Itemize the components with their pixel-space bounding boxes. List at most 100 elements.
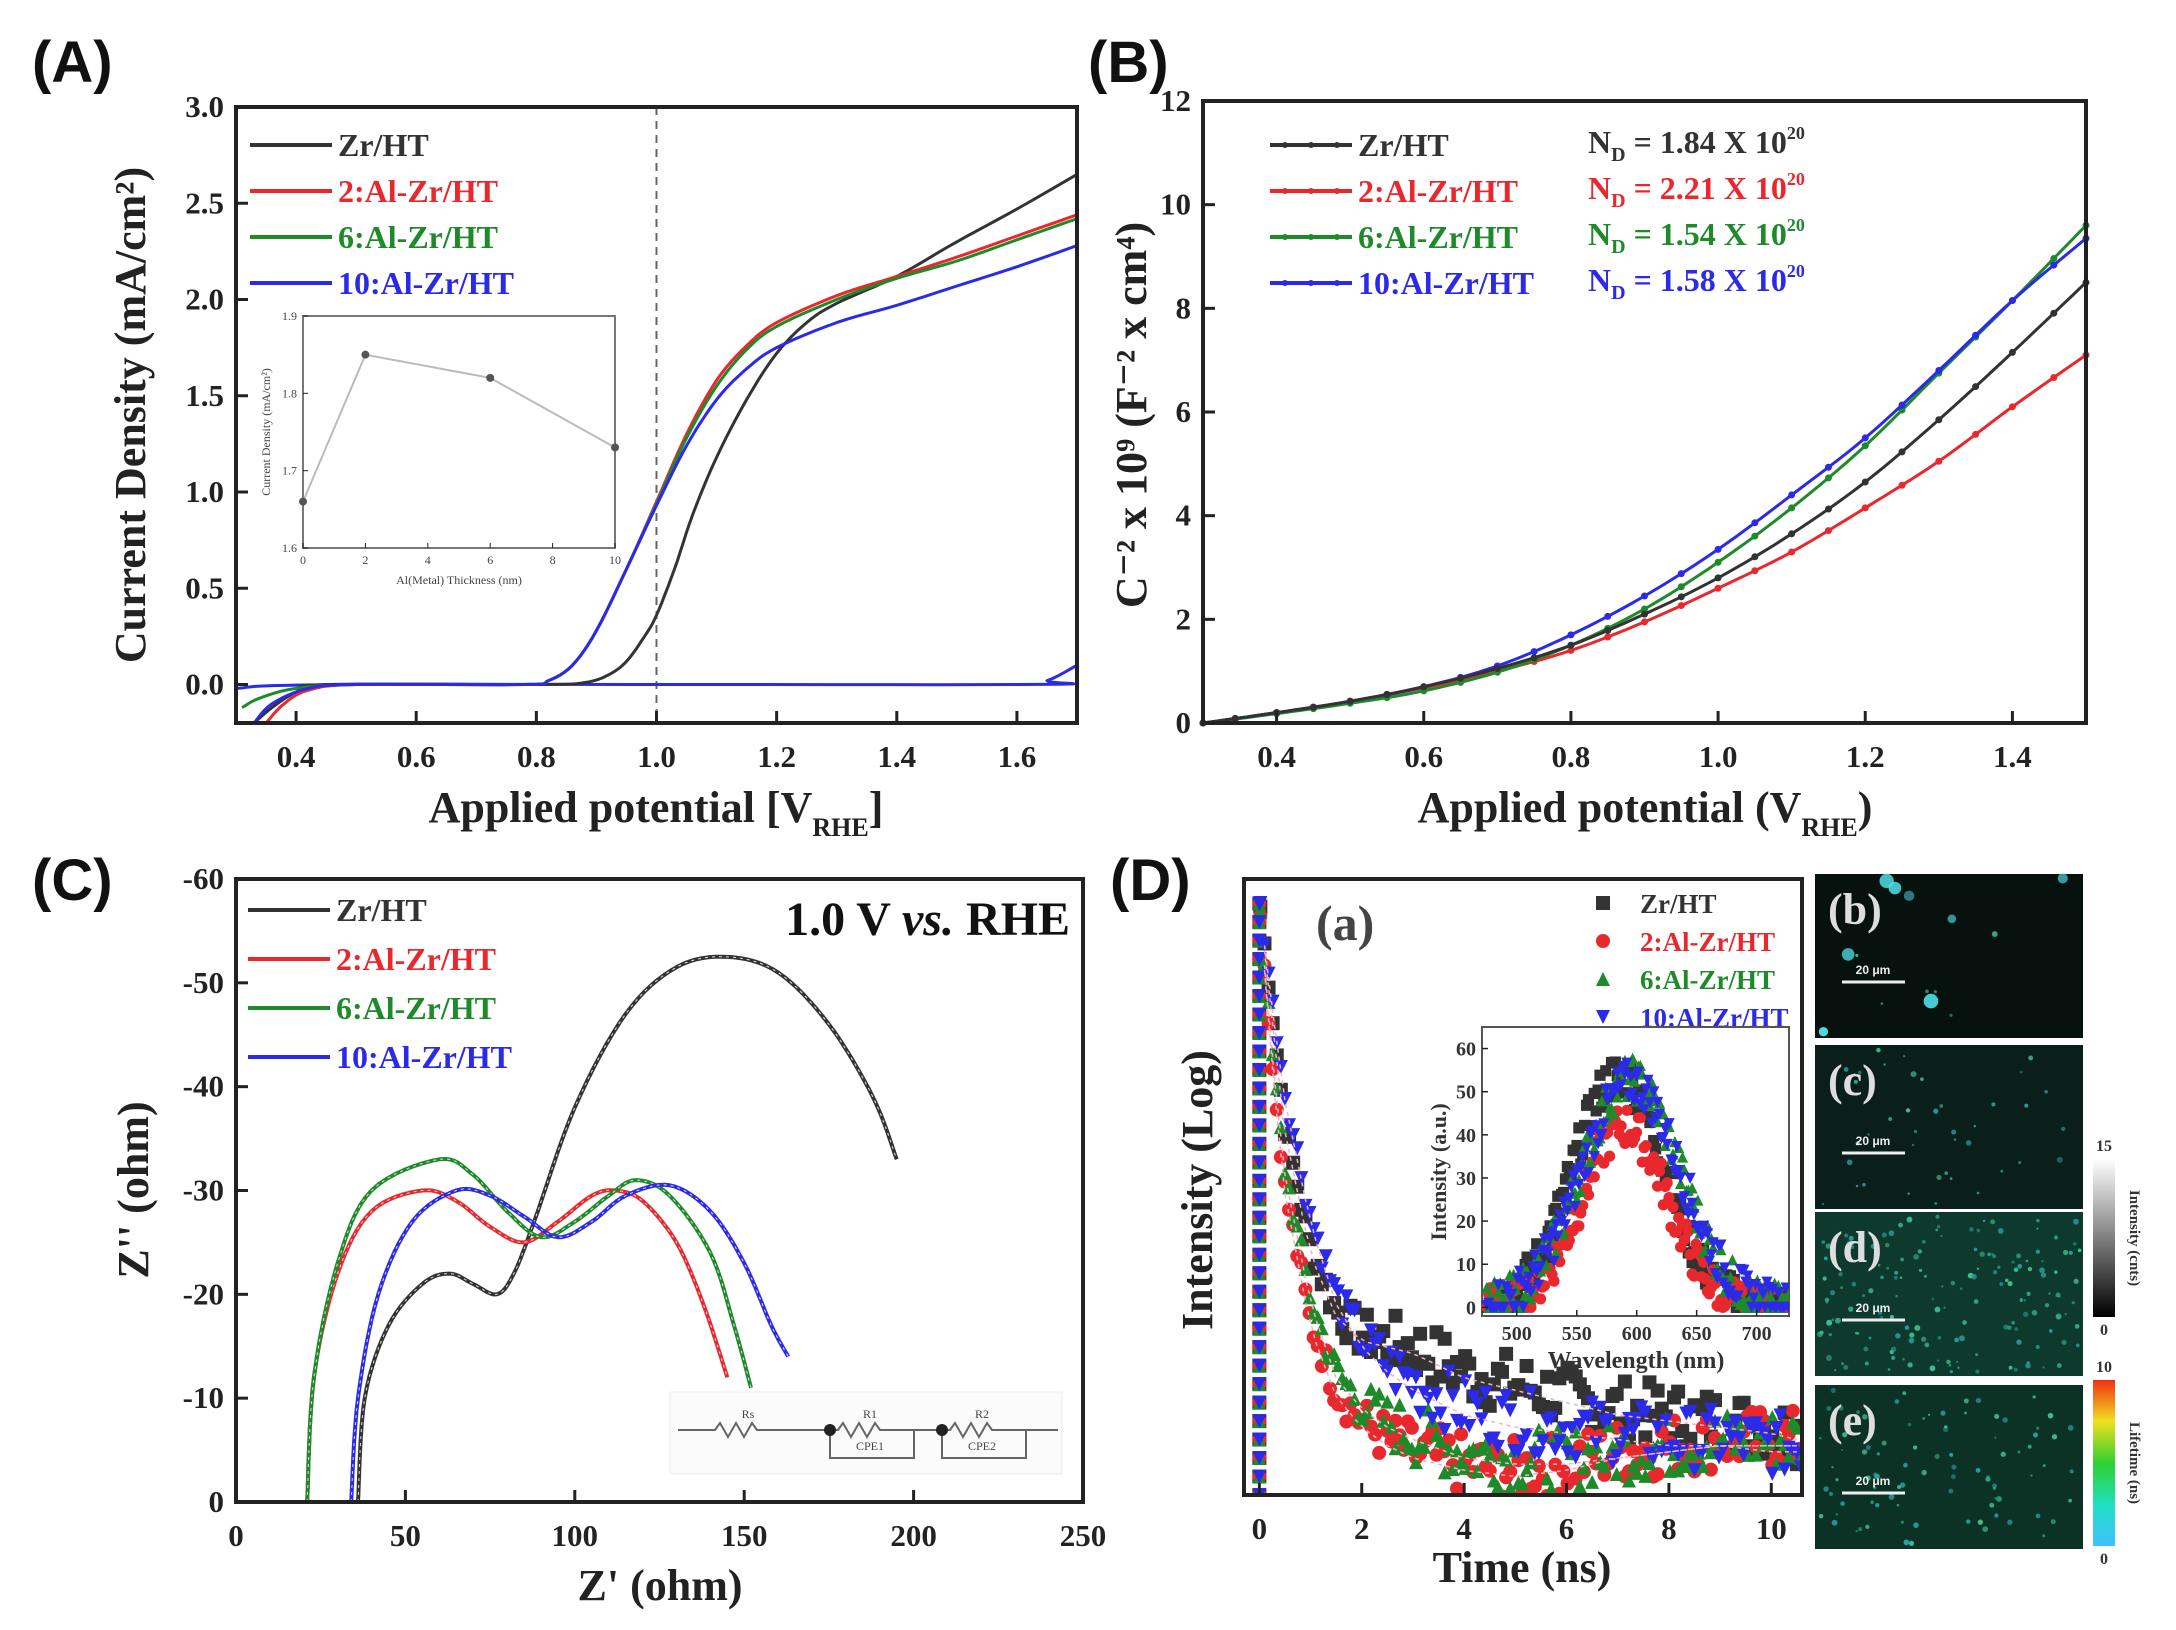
marker-square xyxy=(1540,1252,1552,1264)
data-point xyxy=(1604,633,1612,641)
marker-triangle-down xyxy=(1632,1066,1644,1078)
marker-triangle-up xyxy=(1376,1413,1391,1428)
colorbar-max: 10 xyxy=(2096,1359,2112,1376)
marker-triangle-down xyxy=(1252,1062,1267,1077)
nd-prefix: N xyxy=(1588,170,1611,206)
x-tick-label: 6 xyxy=(1559,1511,1575,1546)
marker-triangle-down xyxy=(1613,1437,1628,1452)
marker-triangle-down xyxy=(1474,1412,1489,1427)
marker-square xyxy=(1437,1331,1452,1346)
y-tick-label: 6 xyxy=(1176,394,1192,429)
data-point xyxy=(2050,254,2058,262)
marker-triangle-down xyxy=(1252,915,1267,930)
fluorescent-spot xyxy=(1973,1124,1977,1128)
marker-triangle-down xyxy=(1261,966,1276,981)
x-tick-label: 650 xyxy=(1682,1323,1712,1345)
marker-circle xyxy=(1667,1201,1679,1213)
marker-triangle-down xyxy=(1252,1303,1267,1318)
marker-triangle-down xyxy=(1409,1370,1424,1385)
marker-triangle-up xyxy=(1409,1455,1424,1470)
fluorescent-spot xyxy=(1877,1263,1881,1267)
fluorescent-spot xyxy=(1991,1253,1995,1256)
marker-circle xyxy=(1655,1157,1668,1169)
fluorescent-spot xyxy=(1935,1228,1939,1232)
marker-triangle-down xyxy=(1552,1230,1564,1242)
fluorescent-spot xyxy=(1950,1280,1956,1286)
nd-annotation: ND = 2.21 X 1020 xyxy=(1588,169,1805,212)
marker-triangle-down xyxy=(1651,1096,1664,1109)
marker-triangle-down xyxy=(1523,1271,1535,1283)
marker-square xyxy=(1683,1431,1698,1446)
fluorescent-spot xyxy=(1895,1333,1901,1339)
marker-triangle-down xyxy=(1470,1396,1485,1411)
marker-triangle-down xyxy=(1557,1196,1570,1208)
fluorescent-spot xyxy=(2003,1324,2009,1330)
colorbar-label: Lifetime (ns) xyxy=(2126,1422,2142,1504)
marker-triangle-down xyxy=(1707,1416,1722,1431)
marker-triangle-up xyxy=(1482,1448,1497,1463)
data-point xyxy=(1567,631,1575,639)
marker-triangle-up xyxy=(1748,1447,1763,1462)
marker-circle xyxy=(1572,1439,1587,1454)
legend-label: 6:Al-Zr/HT xyxy=(1640,965,1775,995)
marker-triangle-up xyxy=(1638,1468,1653,1483)
fluorescent-spot xyxy=(1902,1357,1905,1361)
marker-triangle-up xyxy=(1789,1420,1802,1435)
nd-sup: 20 xyxy=(1787,169,1805,189)
marker-triangle-down xyxy=(1252,1044,1267,1059)
marker-triangle-up xyxy=(1482,1281,1493,1294)
marker-triangle-up xyxy=(1674,1177,1687,1190)
marker-triangle-up xyxy=(1716,1431,1731,1446)
legend-label: 6:Al-Zr/HT xyxy=(1358,219,1518,255)
fluorescent-spot xyxy=(2051,1434,2058,1440)
x-tick-label: 4 xyxy=(425,553,431,567)
fluorescent-spot xyxy=(2072,1241,2077,1246)
fluorescent-spot xyxy=(2007,1519,2013,1525)
fluorescent-spot xyxy=(1896,1503,1900,1507)
marker-triangle-up xyxy=(1642,1456,1657,1471)
marker-triangle-down xyxy=(1252,1099,1267,1114)
fluorescent-spot xyxy=(1944,1171,1949,1175)
legend-label: 2:Al-Zr/HT xyxy=(336,941,496,977)
marker-circle xyxy=(1525,1301,1537,1313)
x-tick-label: 0.6 xyxy=(397,739,436,774)
fluorescent-spot xyxy=(1951,1464,1957,1470)
marker-triangle-down xyxy=(1392,1350,1407,1365)
x-tick-label: 1.2 xyxy=(1846,739,1885,774)
marker-triangle-up xyxy=(1343,1377,1358,1392)
nd-sub: D xyxy=(1611,190,1625,212)
marker-triangle-down xyxy=(1686,1197,1698,1209)
marker-square xyxy=(1525,1265,1537,1277)
fluorescent-spot xyxy=(1818,1027,1829,1037)
marker-triangle-down xyxy=(1657,1131,1669,1144)
marker-triangle-down xyxy=(1630,1412,1645,1427)
fluorescent-spot xyxy=(1865,1524,1870,1529)
y-tick-label: -60 xyxy=(183,861,224,896)
fluorescent-spot xyxy=(2042,1366,2045,1369)
x-axis-title: Applied potential [VRHE] xyxy=(429,783,884,842)
fluorescent-spot xyxy=(1979,1251,1985,1257)
marker-triangle-down xyxy=(1617,1426,1632,1441)
y-tick-label: 8 xyxy=(1176,290,1192,325)
fluorescent-spot xyxy=(1879,1315,1884,1320)
legend-marker xyxy=(1334,280,1340,286)
marker-triangle-up xyxy=(1575,1185,1587,1198)
fluorescent-spot xyxy=(2035,1513,2041,1519)
fluorescent-spot xyxy=(1862,1294,1866,1298)
inset-y-title: Intensity (a.u.) xyxy=(1426,1103,1451,1241)
fluorescent-spot xyxy=(1975,1467,1981,1473)
fluorescent-spot xyxy=(2025,1259,2029,1263)
x-title-end: ] xyxy=(869,783,884,832)
marker-square xyxy=(1548,1400,1563,1415)
marker-triangle-down xyxy=(1286,1128,1301,1143)
fluorescent-spot xyxy=(1931,1297,1935,1301)
annotation-potential: 1.0 V vs. RHE xyxy=(785,893,1070,946)
panel-c: 0 50 100 150 200 250 0 -10 -20 -30 -40 -50 -60 Zr/HT 2… xyxy=(109,861,1106,1610)
x-tick-label: 100 xyxy=(552,1518,599,1553)
fluorescent-spot xyxy=(1965,1140,1972,1146)
fluorescent-spot xyxy=(2035,1249,2040,1254)
fluorescence-image: (e) 20 μm xyxy=(1815,1385,2083,1549)
data-point xyxy=(2050,309,2058,317)
fluorescent-spot xyxy=(1949,1369,1954,1374)
colorbar-max: 15 xyxy=(2096,1138,2112,1155)
